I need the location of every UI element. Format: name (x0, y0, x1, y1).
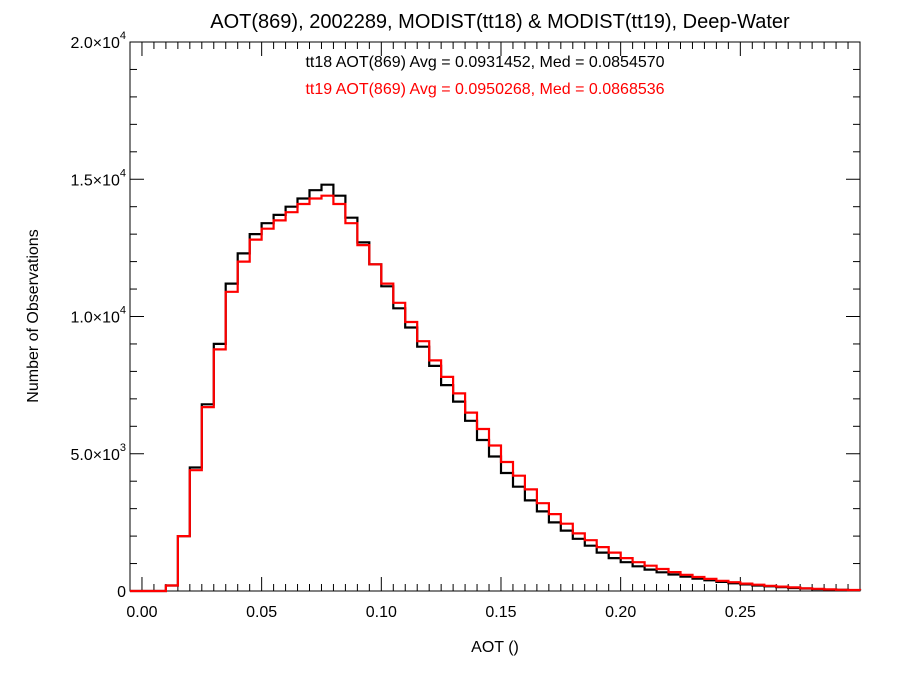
series-line-0 (130, 183, 862, 593)
x-tick-label: 0.20 (605, 604, 636, 621)
x-tick-label: 0.15 (485, 604, 516, 621)
annotation-tt18: tt18 AOT(869) Avg = 0.0931452, Med = 0.0… (305, 54, 664, 71)
y-tick-label: 5.0×103 (70, 442, 126, 464)
x-tick-label: 0.00 (126, 604, 157, 621)
chart-title: AOT(869), 2002289, MODIST(tt18) & MODIST… (210, 11, 790, 33)
x-axis: 0.00 0.05 0.10 0.15 0.20 0.25 (126, 42, 849, 621)
plot-frame (129, 41, 861, 592)
y-tick-label: 1.5×104 (70, 167, 126, 189)
x-tick-label: 0.10 (366, 604, 397, 621)
y-tick-label: 2.0×104 (70, 30, 126, 52)
series-line-1 (130, 194, 862, 593)
x-tick-label: 0.05 (246, 604, 277, 621)
annotation-tt19: tt19 AOT(869) Avg = 0.0950268, Med = 0.0… (305, 81, 664, 98)
y-tick-label: 0 (117, 584, 126, 601)
series-layer (130, 183, 862, 593)
x-axis-title: AOT () (471, 639, 519, 656)
y-axis: 0 5.0×103 1.0×104 1.5×104 2.0×104 (70, 30, 860, 601)
y-axis-title: Number of Observations (25, 229, 42, 402)
y-tick-label: 1.0×104 (70, 305, 126, 327)
x-tick-label: 0.25 (725, 604, 756, 621)
